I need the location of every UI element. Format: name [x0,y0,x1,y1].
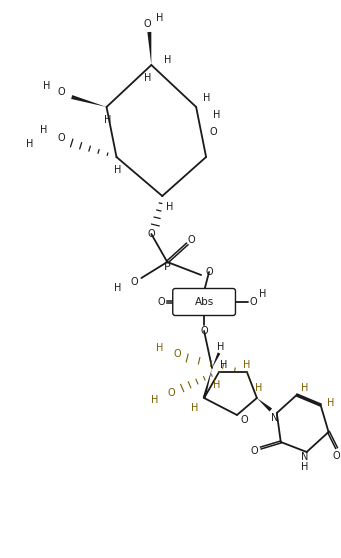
Text: H: H [114,283,121,293]
Polygon shape [203,368,212,398]
Text: O: O [174,349,181,359]
Text: H: H [243,360,251,370]
Text: H: H [114,165,121,175]
Text: O: O [167,388,175,398]
Polygon shape [212,352,220,368]
Text: O: O [200,326,208,336]
Text: H: H [144,73,151,83]
Text: H: H [26,139,33,149]
Text: O: O [209,127,217,137]
Text: H: H [191,403,199,413]
Text: O: O [205,267,213,277]
Text: H: H [151,395,158,405]
Text: O: O [131,277,138,287]
Text: H: H [104,115,111,125]
Polygon shape [71,95,106,107]
Text: O: O [144,19,151,29]
Text: O: O [148,229,155,239]
Text: O: O [249,297,257,307]
Text: H: H [220,360,228,370]
Polygon shape [147,32,151,65]
Text: O: O [158,297,165,307]
FancyBboxPatch shape [173,288,236,315]
Text: H: H [203,93,211,103]
Text: H: H [40,125,47,135]
Text: P: P [164,262,170,272]
Text: O: O [250,446,258,456]
Text: H: H [217,342,225,352]
Text: Abs: Abs [194,297,214,307]
Text: H: H [213,110,221,120]
Text: H: H [255,383,263,393]
Text: H: H [164,55,171,65]
Text: N: N [271,413,279,423]
Text: O: O [58,133,65,143]
Text: H: H [213,380,221,390]
Text: O: O [58,87,65,97]
Text: O: O [187,235,195,245]
Text: H: H [43,81,50,91]
Polygon shape [257,398,272,411]
Text: N: N [301,452,308,462]
Text: H: H [155,343,163,353]
Text: O: O [333,451,340,461]
Text: O: O [240,415,248,425]
Text: H: H [301,462,308,472]
Text: H: H [166,202,173,212]
Text: H: H [327,398,334,408]
Text: H: H [301,383,308,393]
Text: H: H [259,289,267,299]
Text: H: H [155,13,163,23]
